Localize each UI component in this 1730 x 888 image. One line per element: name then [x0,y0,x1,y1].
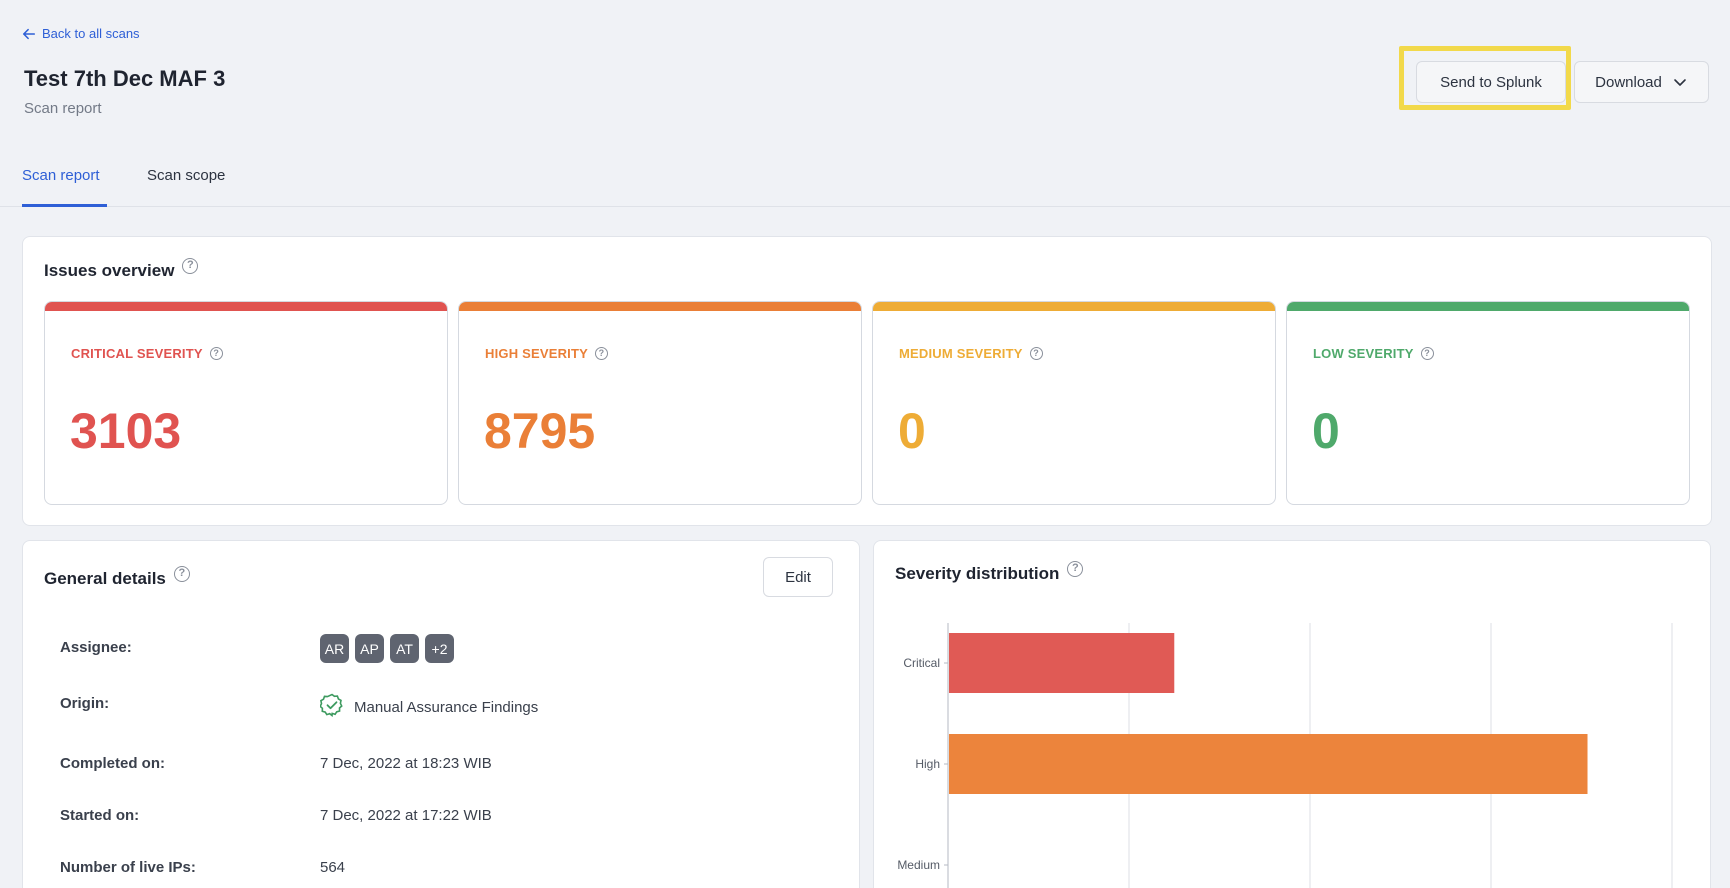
medium-color-bar [873,302,1275,311]
origin-text: Manual Assurance Findings [354,698,539,716]
help-icon[interactable]: ? [209,347,223,360]
tab-scan-scope[interactable]: Scan scope [147,167,226,184]
low-severity-label: LOW SEVERITY ? [1313,346,1434,361]
origin-value: Manual Assurance Findings [319,693,539,721]
help-icon[interactable]: ? [1029,347,1043,360]
verified-badge-icon [319,693,344,721]
low-severity-label-text: LOW SEVERITY [1313,346,1414,361]
medium-count: 0 [898,403,926,459]
critical-color-bar [45,302,447,311]
critical-severity-card[interactable]: CRITICAL SEVERITY ? 3103 [44,301,448,505]
back-to-scans-link[interactable]: Back to all scans [22,26,140,41]
help-icon[interactable]: ? [1420,347,1434,360]
edit-button[interactable]: Edit [763,557,833,597]
issues-overview-title: Issues overview ? [44,258,199,281]
help-icon[interactable]: ? [1067,561,1084,577]
help-icon[interactable]: ? [182,258,199,274]
arrow-left-icon [22,28,36,39]
medium-severity-label-text: MEDIUM SEVERITY [899,346,1023,361]
help-icon[interactable]: ? [173,566,190,582]
severity-distribution-title-text: Severity distribution [895,564,1060,583]
low-color-bar [1287,302,1689,311]
medium-severity-label: MEDIUM SEVERITY ? [899,346,1043,361]
download-label: Download [1595,73,1662,91]
origin-label: Origin: [60,695,110,712]
general-details-title: General details ? [44,566,190,589]
avatar[interactable]: AT [390,634,419,663]
tab-bar: Scan report Scan scope [0,155,1730,207]
bar-high[interactable] [949,734,1588,794]
low-count: 0 [1312,403,1340,459]
bar-critical[interactable] [949,633,1175,693]
critical-severity-label: CRITICAL SEVERITY ? [71,346,223,361]
avatar[interactable]: AP [355,634,384,663]
tick-label-medium: Medium [897,858,940,872]
severity-distribution-card: Severity distribution ? Critical High Medi… [873,540,1711,888]
general-details-card: General details ? Edit Assignee: AR AP A… [22,540,860,888]
high-color-bar [459,302,861,311]
severity-distribution-title: Severity distribution ? [895,561,1084,584]
more-assignees-badge[interactable]: +2 [425,634,454,663]
live-ips-label: Number of live IPs: [60,859,196,876]
avatar[interactable]: AR [320,634,349,663]
high-severity-label: HIGH SEVERITY ? [485,346,609,361]
issues-overview-card: Issues overview ? CRITICAL SEVERITY ? 31… [22,236,1712,526]
tab-scan-report[interactable]: Scan report [22,167,107,207]
page-subtitle: Scan report [24,100,102,117]
assignee-list: AR AP AT +2 [320,634,454,663]
started-on-value: 7 Dec, 2022 at 17:22 WIB [320,807,492,824]
send-to-splunk-button[interactable]: Send to Splunk [1416,61,1566,103]
page-title: Test 7th Dec MAF 3 [24,66,226,91]
severity-distribution-chart: Critical High Medium [897,623,1673,888]
general-details-title-text: General details [44,569,166,588]
chevron-down-icon [1674,79,1686,86]
high-severity-card[interactable]: HIGH SEVERITY ? 8795 [458,301,862,505]
low-severity-card[interactable]: LOW SEVERITY ? 0 [1286,301,1690,505]
high-count: 8795 [484,403,596,459]
started-on-label: Started on: [60,807,140,824]
assignee-label: Assignee: [60,639,132,656]
issues-overview-title-text: Issues overview [44,261,175,280]
help-icon[interactable]: ? [595,347,609,360]
download-button[interactable]: Download [1574,61,1709,103]
completed-on-label: Completed on: [60,755,165,772]
critical-count: 3103 [70,403,182,459]
tick-label-high: High [915,757,940,771]
back-link-label: Back to all scans [42,26,140,41]
medium-severity-card[interactable]: MEDIUM SEVERITY ? 0 [872,301,1276,505]
completed-on-value: 7 Dec, 2022 at 18:23 WIB [320,755,492,772]
critical-severity-label-text: CRITICAL SEVERITY [71,346,203,361]
tick-label-critical: Critical [903,656,940,670]
high-severity-label-text: HIGH SEVERITY [485,346,589,361]
live-ips-value: 564 [320,859,346,876]
